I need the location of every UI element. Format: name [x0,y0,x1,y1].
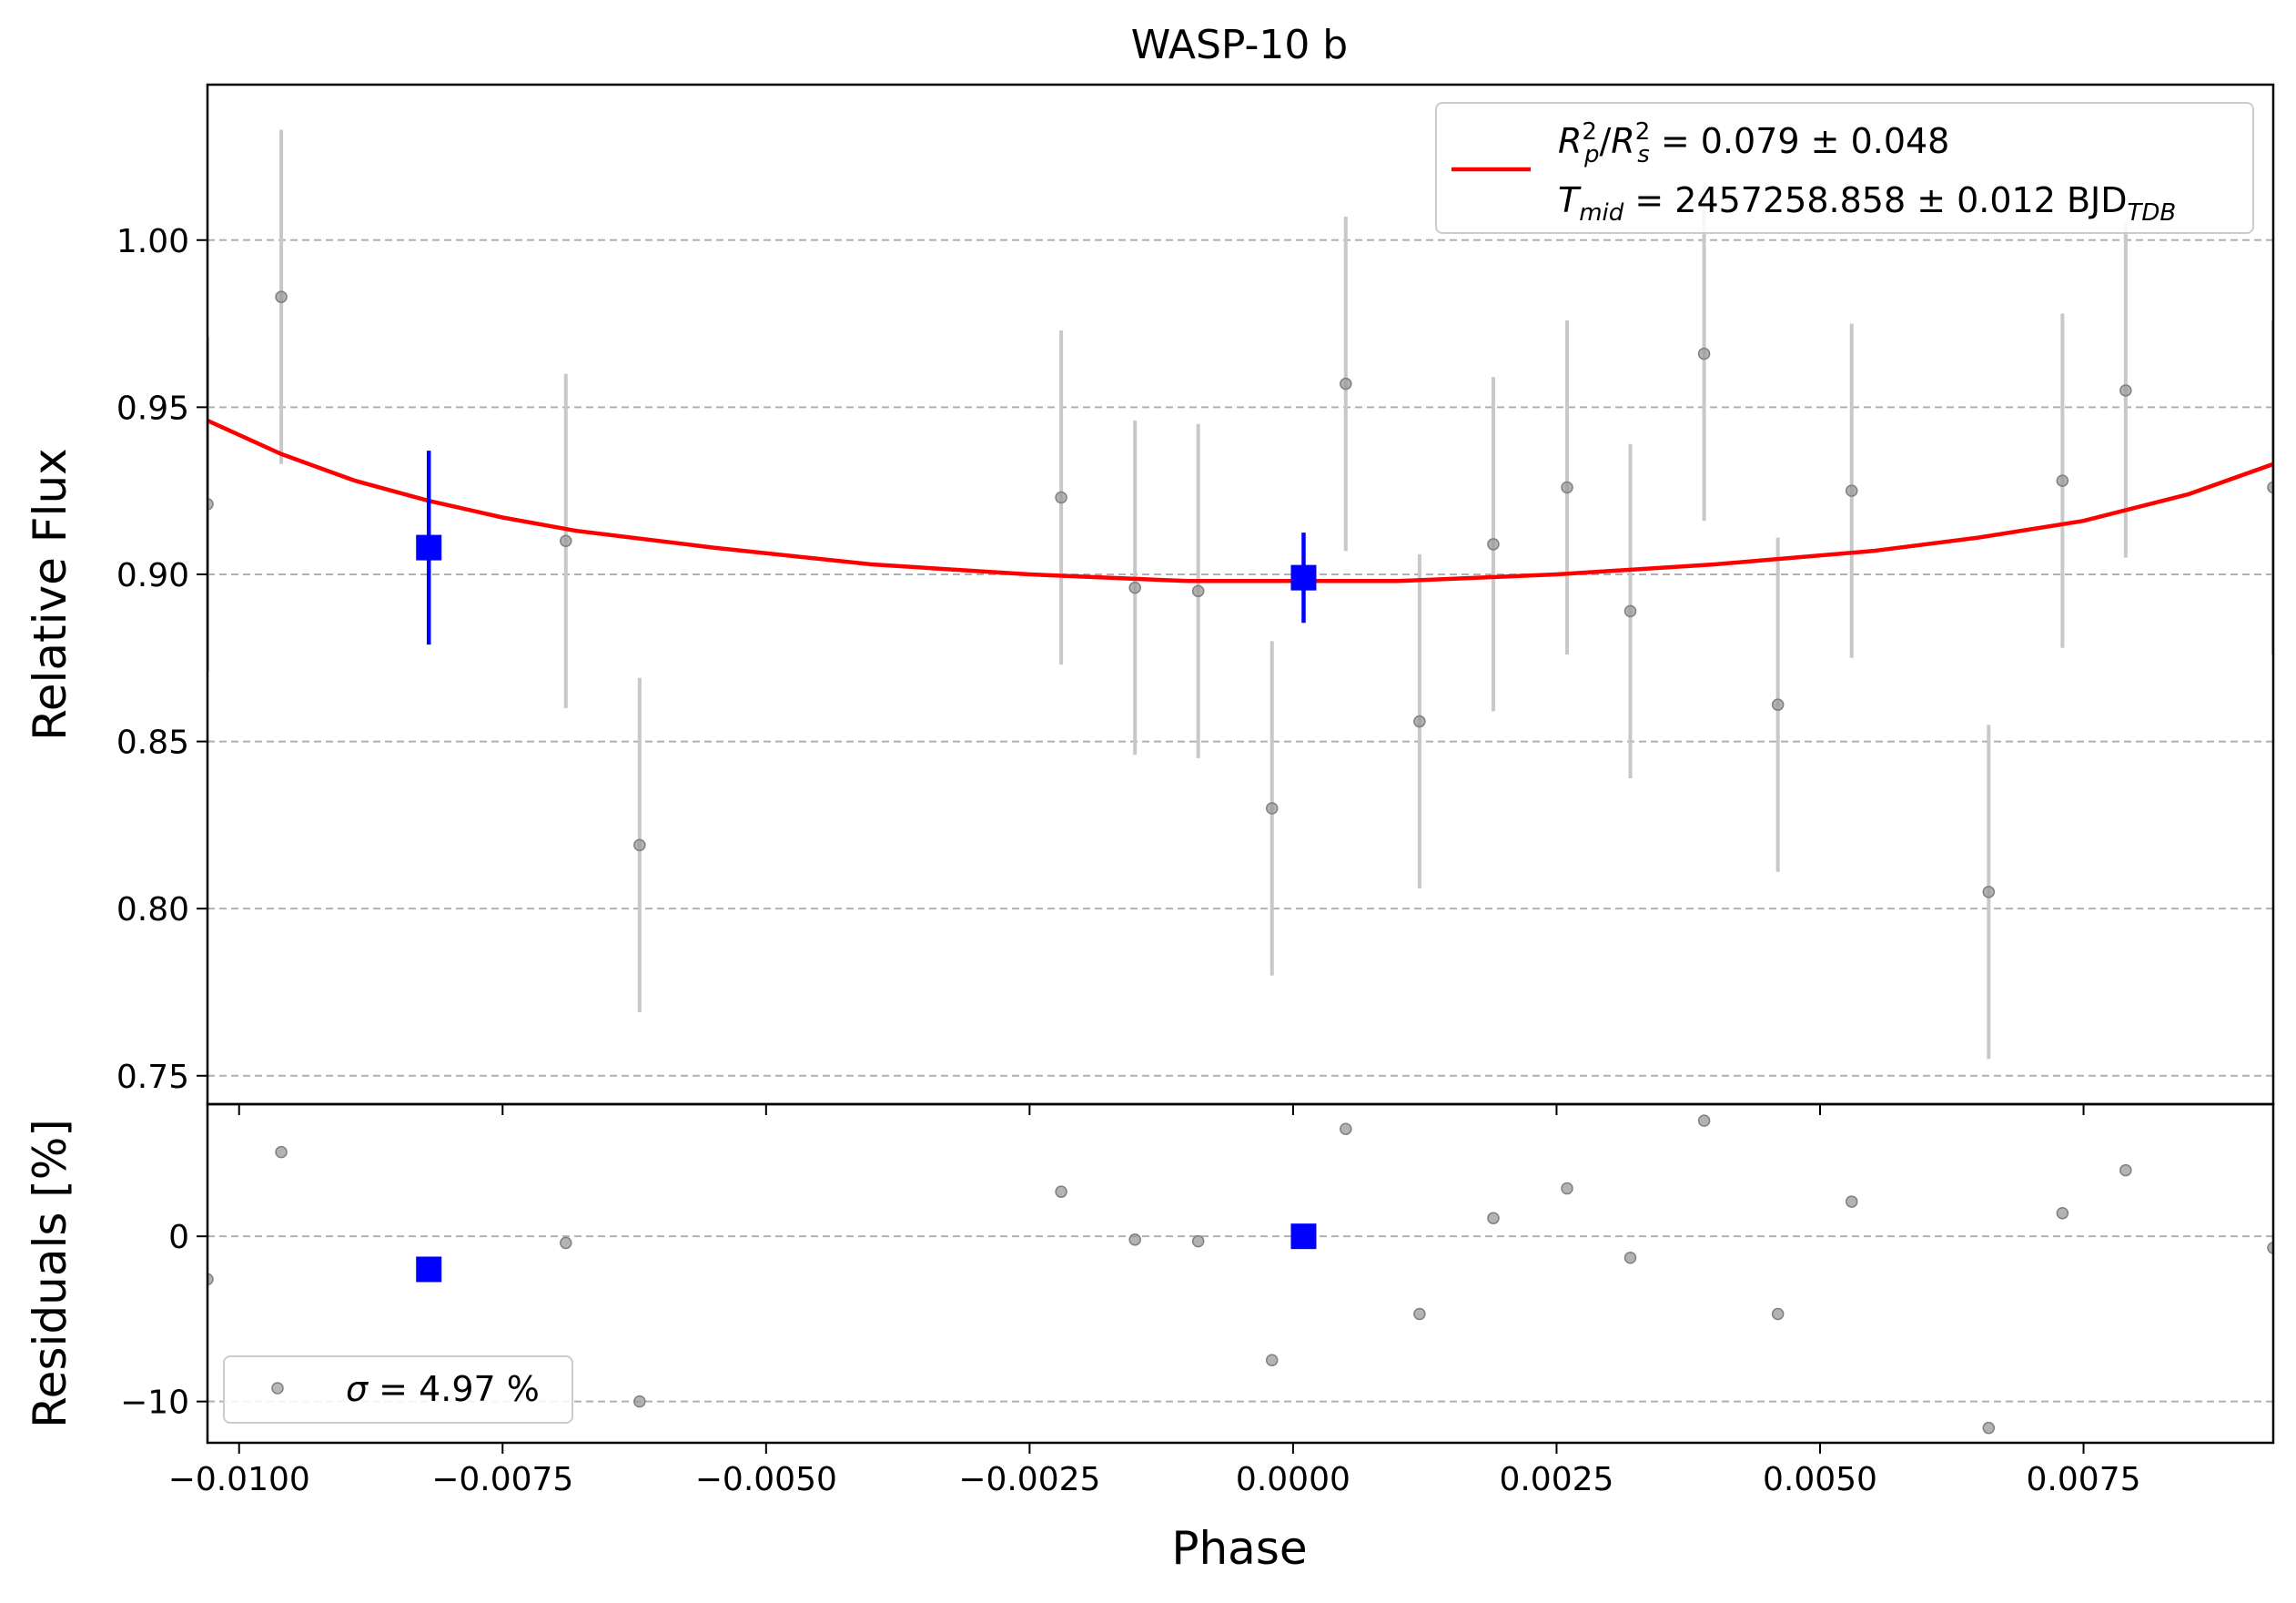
bottom-points [207,1114,2273,1435]
x-ticks: −0.0100 −0.0075 −0.0050 −0.0025 0.0000 0.0025… [168,1104,2141,1498]
bottom-ytick-label: −10 [120,1385,189,1422]
residual-point [1191,1234,1205,1248]
top-error-bars [207,129,2273,1060]
top-y-axis-label: Relative Flux [24,448,76,740]
residual-point [1982,1421,1996,1435]
residual-point [1561,1182,1573,1195]
raw-data-point [1697,347,1711,360]
residual-point [207,1273,214,1286]
bottom-binned [416,1223,1317,1283]
bottom-ytick-label: 0 [168,1219,189,1256]
xtick-label: 0.0050 [1763,1461,1877,1498]
residual-point [1128,1233,1141,1246]
chart-title: WASP-10 b [1131,22,1348,68]
residual-point [1340,1122,1352,1135]
raw-data-point [275,290,288,303]
raw-data-point [1982,886,1996,898]
x-axis-label: Phase [1171,1522,1307,1575]
main-legend: R2 p/R2 s = 0.079 ± 0.048 Tmid = 2457258.8… [1435,102,2254,234]
raw-data-point [1055,491,1067,504]
raw-data-point [1771,698,1785,711]
top-ytick-label: 0.90 [116,557,189,594]
raw-data-point [633,838,646,852]
top-ytick-label: 0.80 [116,891,189,928]
legend-rp-text: R2 p/R2 s = 0.079 ± 0.048 [1558,118,1949,168]
raw-data-point [1413,715,1426,728]
model-curve [207,418,2273,583]
binned-residual-point [1290,1223,1317,1250]
residual-point [1487,1212,1500,1224]
top-points [207,290,2273,898]
raw-data-point [1561,481,1573,494]
xtick-label: −0.0100 [168,1461,310,1498]
raw-data-point [2119,384,2132,397]
top-ytick-label: 0.85 [116,725,189,762]
raw-data-point [207,498,214,511]
residual-point [633,1395,646,1408]
raw-data-point [1265,802,1279,815]
residual-point [1845,1195,1858,1208]
top-binned [416,451,1317,645]
binned-residual-point [416,1256,442,1283]
top-plot-frame [206,83,2275,1106]
raw-data-point [1623,604,1637,618]
xtick-label: 0.0025 [1499,1461,1613,1498]
residual-legend-text: σ = 4.97 % [346,1369,540,1409]
residual-point [1265,1354,1279,1367]
bottom-plot-frame [206,1102,2275,1445]
residual-point [1413,1307,1426,1321]
raw-data-point [560,534,572,547]
xtick-label: 0.0000 [1236,1461,1350,1498]
binned-data-point [1290,564,1317,591]
raw-data-point [1128,581,1141,594]
residual-point [2119,1163,2132,1177]
xtick-label: 0.0075 [2027,1461,2141,1498]
top-y-ticks: 0.75 0.80 0.85 0.90 0.95 1.00 [116,223,207,1096]
residual-point [2056,1207,2069,1220]
residual-legend-marker [271,1382,284,1395]
residual-point [1623,1252,1637,1264]
residual-legend-box [223,1355,573,1424]
top-ytick-label: 1.00 [116,223,189,260]
raw-data-point [1487,538,1500,551]
bottom-y-ticks: −10 0 [120,1219,207,1422]
top-gridlines [207,238,2273,1077]
raw-data-point [1191,584,1205,598]
raw-data-point [1845,484,1858,497]
residual-point [1697,1114,1711,1127]
raw-data-point [1340,377,1352,391]
raw-data-point [2267,481,2273,494]
top-ytick-label: 0.95 [116,390,189,427]
xtick-label: −0.0050 [695,1461,837,1498]
top-ytick-label: 0.75 [116,1059,189,1096]
xtick-label: −0.0025 [958,1461,1100,1498]
residual-point [560,1236,572,1250]
residual-point [275,1145,288,1159]
residual-point [2267,1242,2273,1254]
residual-point [1055,1185,1067,1198]
bottom-y-axis-label: Residuals [%] [24,1119,76,1428]
xtick-label: −0.0075 [431,1461,573,1498]
legend-tmid-text: Tmid = 2457258.858 ± 0.012 BJDTDB [1558,180,2176,227]
model-curve-layer [207,418,2273,583]
binned-data-point [416,534,442,561]
main-legend-box [1435,102,2254,234]
raw-data-point [2056,474,2069,487]
residual-legend: σ = 4.97 % [223,1355,573,1424]
residual-point [1771,1307,1785,1321]
